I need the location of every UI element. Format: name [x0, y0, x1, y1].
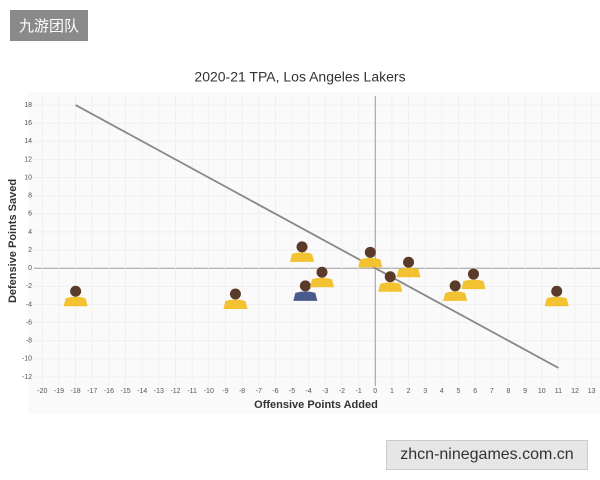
head — [296, 241, 308, 253]
chart-title: 2020-21 TPA, Los Angeles Lakers — [194, 69, 405, 85]
x-tick-label: -6 — [272, 388, 278, 395]
x-tick-label: 1 — [390, 388, 394, 395]
jersey — [290, 252, 315, 262]
jersey — [293, 291, 318, 301]
x-tick-label: -16 — [104, 388, 114, 395]
y-tick-label: -8 — [26, 338, 32, 345]
y-tick-label: -6 — [26, 319, 32, 326]
x-tick-label: 13 — [588, 388, 596, 395]
x-tick-label: 0 — [373, 388, 377, 395]
player-marker — [443, 280, 468, 301]
x-tick-label: -20 — [37, 388, 47, 395]
y-tick-label: -10 — [22, 356, 32, 363]
player-marker — [290, 241, 315, 262]
x-tick-label: -8 — [239, 388, 245, 395]
y-tick-label: -4 — [26, 301, 32, 308]
y-tick-label: 0 — [28, 265, 32, 272]
x-axis-label: Offensive Points Added — [254, 399, 378, 411]
head — [467, 268, 479, 280]
y-tick-label: 18 — [24, 102, 32, 109]
y-tick-label: -12 — [22, 374, 32, 381]
player-marker — [461, 268, 486, 290]
x-tick-label: -5 — [289, 388, 295, 395]
x-tick-label: 6 — [473, 388, 477, 395]
x-tick-label: 8 — [506, 388, 510, 395]
head — [551, 285, 563, 297]
x-tick-label: -1 — [356, 388, 362, 395]
y-tick-label: 14 — [24, 138, 32, 145]
jersey — [544, 296, 569, 307]
jersey — [378, 282, 403, 292]
jersey — [443, 291, 468, 301]
x-tick-label: -14 — [137, 388, 147, 395]
x-tick-label: 9 — [523, 388, 527, 395]
y-tick-label: 12 — [24, 156, 32, 163]
head — [364, 246, 376, 258]
y-tick-label: 6 — [28, 211, 32, 218]
jersey — [461, 279, 486, 290]
y-axis-label: Defensive Points Saved — [7, 179, 19, 303]
x-tick-label: 10 — [538, 388, 546, 395]
head — [316, 266, 328, 278]
watermark: 九游团队 — [10, 10, 89, 41]
player-marker — [378, 271, 403, 292]
player-marker — [63, 285, 88, 307]
y-tick-label: 2 — [28, 247, 32, 254]
head — [449, 280, 461, 292]
player-marker — [544, 285, 569, 307]
y-tick-label: 8 — [28, 193, 32, 200]
head — [403, 256, 415, 268]
x-tick-label: -9 — [222, 388, 228, 395]
head — [384, 271, 396, 283]
head — [70, 285, 82, 297]
x-tick-label: 12 — [571, 388, 579, 395]
player-marker — [293, 280, 318, 301]
jersey — [358, 257, 383, 268]
x-tick-label: -10 — [204, 388, 214, 395]
x-tick-label: 7 — [490, 388, 494, 395]
jersey — [396, 267, 421, 278]
player-marker — [309, 266, 334, 288]
reference-line — [75, 104, 559, 369]
head — [229, 288, 241, 300]
head — [299, 280, 311, 292]
x-tick-label: -15 — [120, 388, 130, 395]
x-tick-label: -7 — [256, 388, 262, 395]
y-tick-label: -2 — [26, 283, 32, 290]
plot-background — [28, 92, 600, 414]
x-tick-label: -11 — [187, 388, 197, 395]
x-tick-label: 3 — [423, 388, 427, 395]
x-tick-label: -2 — [339, 388, 345, 395]
x-tick-label: -12 — [170, 388, 180, 395]
y-tick-label: 4 — [28, 229, 32, 236]
player-marker — [223, 288, 248, 309]
y-tick-label: 10 — [24, 174, 32, 181]
x-tick-label: 11 — [555, 388, 562, 395]
watermark: zhcn-ninegames.com.cn — [386, 440, 588, 470]
x-tick-label: 2 — [407, 388, 411, 395]
jersey — [223, 299, 248, 309]
player-marker — [358, 246, 383, 268]
jersey — [63, 296, 88, 307]
player-marker — [396, 256, 421, 278]
x-tick-label: -3 — [322, 388, 328, 395]
y-tick-label: 16 — [24, 120, 32, 127]
x-tick-label: -13 — [154, 388, 164, 395]
x-tick-label: -17 — [87, 388, 97, 395]
x-tick-label: -18 — [71, 388, 81, 395]
x-tick-label: -19 — [54, 388, 64, 395]
x-tick-label: -4 — [306, 388, 312, 395]
jersey — [309, 277, 334, 288]
x-tick-label: 4 — [440, 388, 444, 395]
x-tick-label: 5 — [457, 388, 461, 395]
